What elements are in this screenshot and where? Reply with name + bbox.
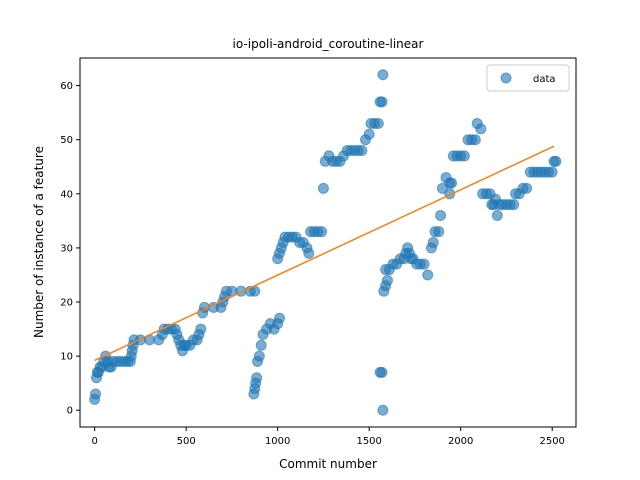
y-tick-label: 20	[60, 298, 73, 309]
y-tick-label: 10	[60, 352, 73, 363]
data-point	[433, 226, 445, 238]
data-point	[251, 372, 263, 384]
plot-frame	[79, 57, 577, 428]
data-point	[550, 155, 562, 167]
data-point	[317, 182, 329, 194]
data-point	[376, 366, 388, 378]
y-tick-label: 60	[60, 81, 73, 92]
x-tick-label: 500	[177, 436, 196, 447]
x-axis-label: Commit number	[279, 457, 377, 471]
legend-frame	[486, 64, 570, 92]
x-axis: 0 500 1000 1500 2000 2500	[91, 427, 565, 447]
data-point	[469, 134, 481, 146]
data-point	[508, 199, 520, 211]
y-axis: 0 10 20 30 40 50 60	[60, 81, 80, 417]
data-point	[316, 226, 328, 238]
fit-line	[94, 145, 555, 362]
legend-marker-data	[500, 72, 512, 84]
data-point	[521, 182, 533, 194]
data-point	[356, 145, 368, 157]
data-point	[435, 209, 447, 221]
x-tick-label: 2000	[448, 436, 473, 447]
data-point	[195, 323, 207, 335]
plot-area	[79, 57, 577, 428]
data-point	[427, 237, 439, 248]
data-point	[377, 404, 389, 416]
data-point	[303, 247, 315, 259]
data-point	[363, 128, 375, 140]
legend-label-data: data	[533, 74, 556, 85]
data-point	[253, 350, 265, 362]
x-tick-label: 1500	[356, 436, 381, 447]
data-point	[422, 269, 434, 281]
data-point	[273, 312, 285, 324]
y-tick-label: 50	[60, 135, 73, 146]
fit-layer	[94, 145, 555, 362]
x-tick-label: 1000	[265, 436, 290, 447]
chart-title: io-ipoli-android_coroutine-linear	[233, 37, 424, 51]
y-tick-label: 0	[67, 406, 73, 417]
data-layer	[89, 69, 562, 416]
legend: data	[486, 64, 570, 92]
data-point	[491, 209, 503, 221]
data-point	[546, 166, 558, 178]
plot-background	[80, 58, 576, 427]
data-point	[446, 177, 458, 189]
data-point	[418, 258, 430, 270]
data-point	[458, 150, 470, 162]
y-tick-label: 40	[60, 189, 73, 200]
data-point	[376, 96, 388, 108]
data-point	[90, 388, 102, 400]
data-point	[381, 274, 393, 286]
data-point	[436, 182, 448, 194]
y-tick-label: 30	[60, 243, 73, 254]
data-point	[475, 123, 487, 135]
y-axis-label: Number of instance of a feature	[32, 146, 46, 338]
x-tick-label: 2500	[539, 436, 564, 447]
data-point	[372, 117, 384, 129]
x-tick-label: 0	[91, 436, 97, 447]
data-point	[377, 69, 389, 81]
data-point	[255, 339, 267, 351]
